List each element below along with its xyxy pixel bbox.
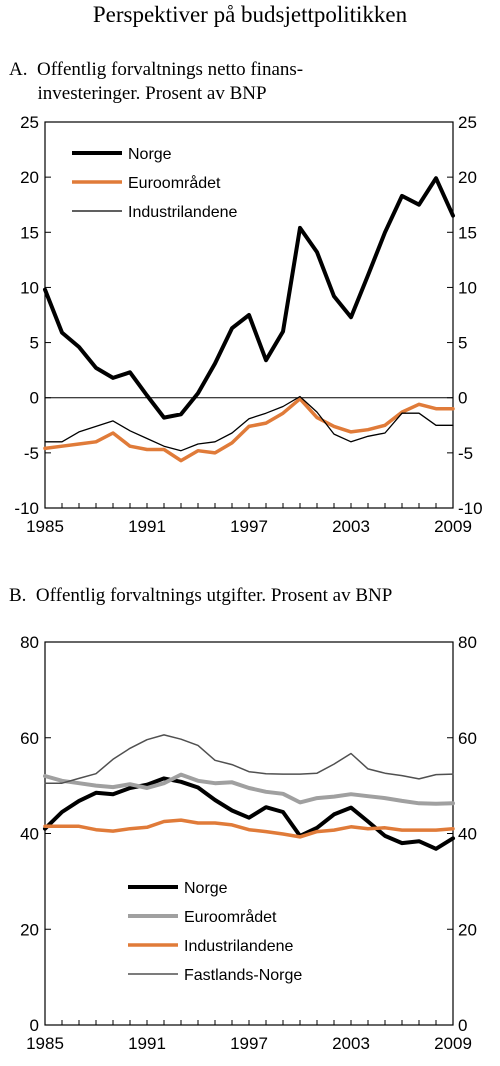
chart-b-subtitle: B. Offentlig forvaltnings utgifter. Pros… (9, 584, 489, 608)
chart-a-ytick-label-left: 0 (30, 389, 39, 408)
chart-b-ytick-label-left: 60 (20, 729, 39, 748)
chart-a-legend-label: Norge (128, 146, 172, 163)
chart-a-ytick-label-right: -10 (458, 499, 483, 518)
chart-b-legend-label: Industrilandene (184, 938, 294, 955)
chart-a-xtick-label: 2003 (332, 517, 370, 536)
chart-b-legend-label: Norge (184, 880, 228, 897)
chart-a-ytick-label-left: 5 (30, 334, 39, 353)
chart-b-series-line-4 (44, 734, 454, 784)
chart-a-xtick-label: 1985 (26, 517, 64, 536)
chart-a-ytick-label-left: -10 (14, 499, 39, 518)
chart-a-legend-label: Euroområdet (128, 174, 221, 192)
chart-a-xtick-label: 2009 (434, 517, 472, 536)
chart-b-ytick-label-left: 80 (20, 633, 39, 652)
chart-b-ytick-label-left: 40 (20, 825, 39, 844)
chart-a-subtitle: A. Offentlig forvaltnings netto finans- … (9, 58, 489, 106)
chart-b-xtick-label: 1997 (230, 1034, 268, 1053)
chart-a-xtick-label: 1997 (230, 517, 268, 536)
chart-a-ytick-label-right: 0 (458, 389, 467, 408)
chart-a-legend-label: Industrilandene (128, 204, 238, 221)
chart-b-ytick-label-left: 20 (20, 920, 39, 939)
chart-a-xtick-label: 1991 (128, 517, 166, 536)
chart-b-ytick-label-right: 60 (458, 729, 477, 748)
chart-a-ytick-label-left: -5 (24, 444, 39, 463)
chart-a-ytick-label-right: -5 (458, 444, 473, 463)
chart-b-ytick-label-right: 40 (458, 825, 477, 844)
chart-a-subtitle-line1: A. Offentlig forvaltnings netto finans- (9, 59, 304, 80)
chart-b-xtick-label: 1991 (128, 1034, 166, 1053)
chart-b-ytick-label-right: 0 (458, 1016, 467, 1035)
chart-b-series-line-3 (43, 818, 455, 839)
chart-a-ytick-label-right: 15 (458, 223, 477, 242)
chart-a-ytick-label-right: 10 (458, 278, 477, 297)
chart-a-ytick-label-right: 5 (458, 334, 467, 353)
chart-a-ytick-label-left: 20 (20, 168, 39, 187)
chart-a-series-line-3 (44, 395, 454, 452)
page-title: Perspektiver på budsjettpolitikken (92, 2, 408, 27)
chart-b-ytick-label-right: 80 (458, 633, 477, 652)
chart-a-ytick-label-left: 10 (20, 278, 39, 297)
chart-a-series-line-2 (43, 397, 455, 463)
chart-b-xtick-label: 1985 (26, 1034, 64, 1053)
chart-b-ytick-label-right: 20 (458, 920, 477, 939)
chart-a-ytick-label-left: 25 (20, 113, 39, 132)
chart-b-legend-label: Fastlands-Norge (184, 967, 302, 984)
chart-a-series-line-1 (43, 176, 455, 420)
chart-b-xtick-label: 2003 (332, 1034, 370, 1053)
chart-b-ytick-label-left: 0 (30, 1016, 39, 1035)
chart-a-ytick-label-left: 15 (20, 223, 39, 242)
chart-b-series-line-2 (43, 772, 455, 806)
chart-a-subtitle-line2: investeringer. Prosent av BNP (9, 83, 267, 104)
chart-a-ytick-label-right: 20 (458, 168, 477, 187)
chart-b-legend-label: Euroområdet (184, 908, 277, 926)
chart-b-xtick-label: 2009 (434, 1034, 472, 1053)
chart-b-series-line-1 (43, 776, 455, 851)
chart-b-subtitle-line1: B. Offentlig forvaltnings utgifter. Pros… (9, 585, 393, 606)
chart-a-ytick-label-right: 25 (458, 113, 477, 132)
